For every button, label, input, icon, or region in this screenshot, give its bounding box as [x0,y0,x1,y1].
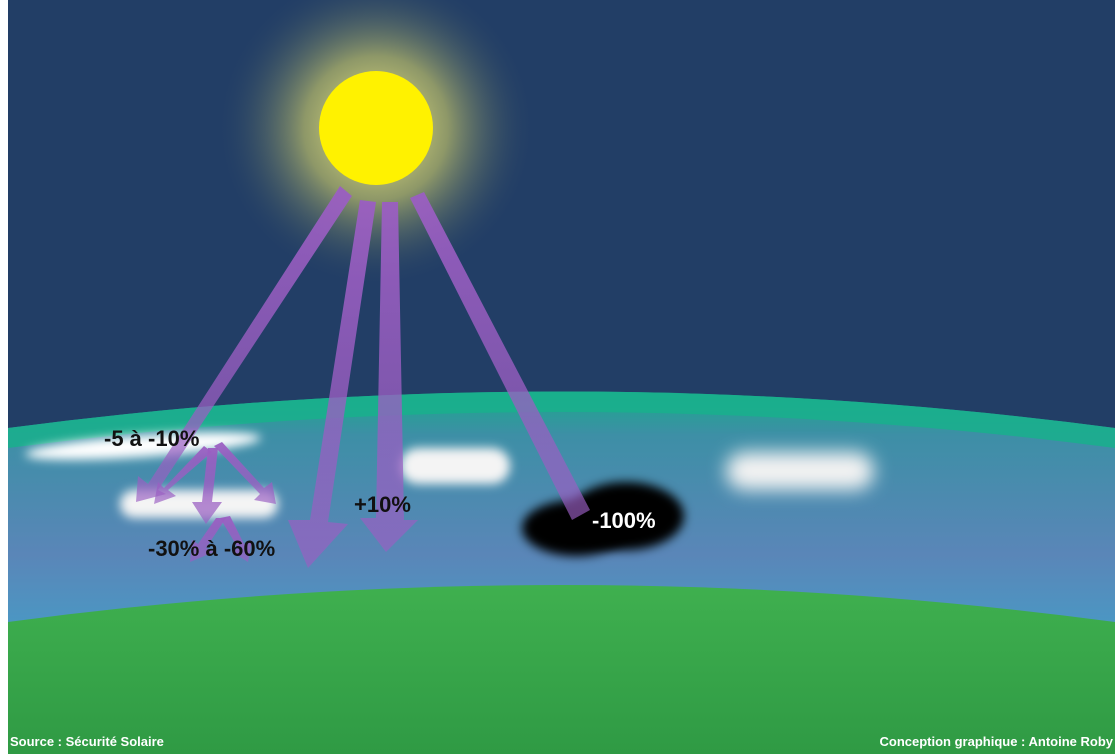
sun-icon [319,71,433,185]
label-thin-cloud: -5 à -10% [104,426,199,451]
thin-cloud-left [25,432,261,460]
label-thick-cloud: -30% à -60% [148,536,275,561]
uv-arrow-split-3 [154,446,212,504]
label-scattered: +10% [354,492,411,517]
storm-cloud [522,482,684,556]
scattered-cloud-center [400,448,510,484]
ground [8,585,1115,754]
uv-arrow-split-1 [192,448,222,524]
uv-arrow-direct [288,200,376,568]
scattered-cloud-right [726,452,874,490]
label-storm-cloud: -100% [592,508,656,533]
credit-source: Source : Sécurité Solaire [10,734,164,749]
uv-arrow-thick-2 [220,516,252,562]
uv-cloud-diagram: -5 à -10% -30% à -60% +10% -100% Source … [8,0,1115,754]
uv-arrow-thick-1 [190,518,226,562]
credit-design: Conception graphique : Antoine Roby [879,734,1113,749]
uv-arrow-thin-cloud [136,186,352,502]
uv-arrow-split-2 [214,442,276,504]
uv-arrow-storm [410,192,590,520]
uv-arrow-scattered [360,202,418,552]
uv-arrows [136,186,590,568]
atmosphere-rim [8,391,1115,448]
